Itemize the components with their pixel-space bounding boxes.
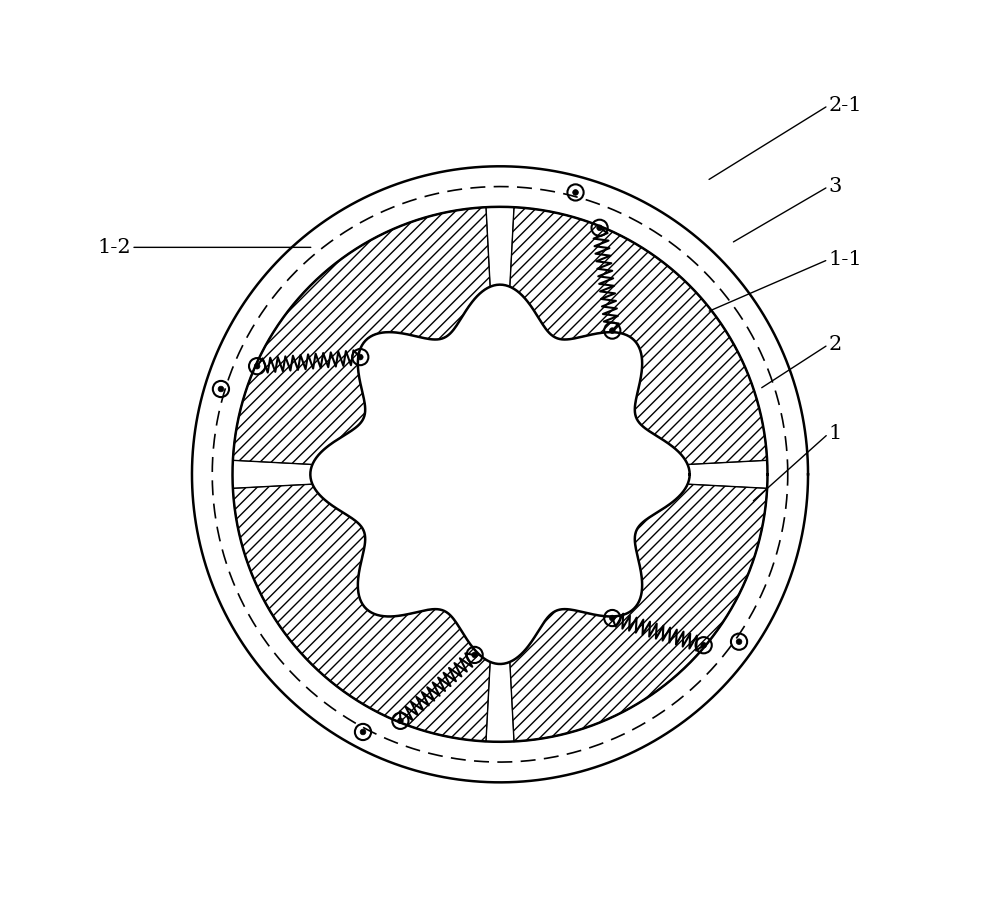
Circle shape	[218, 386, 224, 391]
Text: 2-1: 2-1	[828, 96, 862, 115]
Text: 3: 3	[828, 177, 842, 196]
Text: 1: 1	[828, 424, 842, 444]
Circle shape	[736, 639, 742, 644]
Text: 1-1: 1-1	[828, 250, 862, 269]
Circle shape	[701, 643, 707, 648]
Circle shape	[357, 355, 363, 360]
Text: 2: 2	[828, 335, 842, 354]
Circle shape	[254, 364, 260, 369]
Polygon shape	[233, 484, 490, 742]
Circle shape	[398, 718, 403, 724]
Polygon shape	[310, 284, 690, 664]
Circle shape	[597, 225, 602, 230]
Circle shape	[472, 652, 477, 658]
Text: 1-2: 1-2	[98, 238, 131, 256]
Polygon shape	[510, 207, 767, 464]
Polygon shape	[510, 484, 767, 742]
Circle shape	[609, 328, 615, 333]
Polygon shape	[233, 207, 490, 464]
Circle shape	[360, 729, 366, 734]
Circle shape	[573, 190, 578, 195]
Circle shape	[609, 616, 615, 621]
